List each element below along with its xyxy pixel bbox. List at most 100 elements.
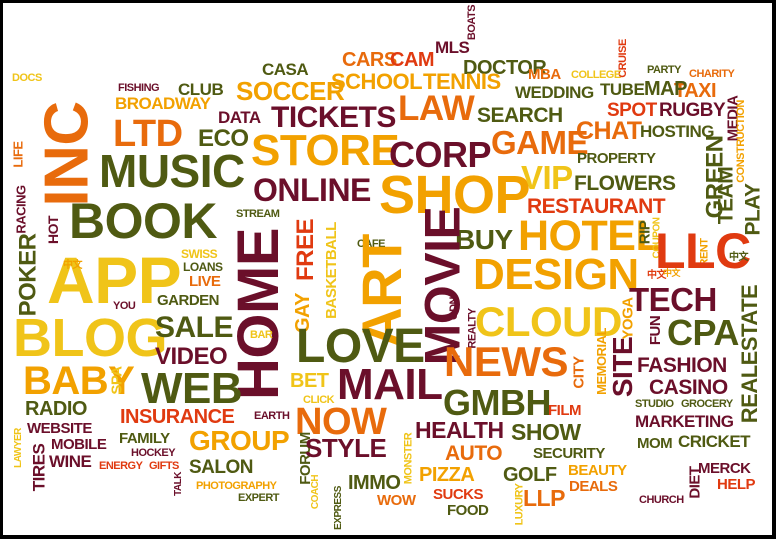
word-eco: ECO (198, 125, 249, 152)
word-marketing: MARKETING (635, 412, 734, 431)
word-store: STORE (251, 126, 400, 175)
word-health: HEALTH (415, 417, 504, 443)
word-tickets: TICKETS (271, 101, 396, 134)
word-spot: SPOT (607, 100, 657, 121)
word-film: FILM (548, 402, 582, 419)
word-city: CITY (570, 356, 588, 389)
word-wow: WOW (377, 492, 416, 509)
word-photography: PHOTOGRAPHY (196, 480, 277, 492)
word-party: PARTY (647, 64, 681, 76)
word-free: FREE (292, 218, 320, 282)
word-school: SCHOOL (331, 69, 423, 94)
word-hotel: HOTEL (518, 212, 662, 260)
word-app: APP (47, 243, 182, 317)
word-deals: DEALS (569, 478, 618, 495)
word-fishing: FISHING (118, 82, 160, 94)
word-inc: INC (32, 101, 102, 207)
word-game: GAME (491, 124, 589, 161)
word-vip: VIP (521, 159, 573, 196)
word-style: STYLE (305, 433, 387, 463)
word-golf: GOLF (503, 464, 557, 486)
word-yoga: YOGA (619, 297, 637, 340)
word-talk: TALK (172, 472, 184, 496)
word-mobile: MOBILE (51, 436, 107, 453)
word-club: CLUB (178, 80, 224, 99)
word-tires: TIRES (29, 443, 49, 492)
word-wedding: WEDDING (515, 83, 594, 102)
word-taxi: TAXI (674, 80, 717, 102)
word-site: SITE (607, 336, 639, 398)
word-corp: CORP (389, 134, 492, 175)
word-cloud: DOCS FISHING BROADWAY CLUB CASA CARS CAM… (3, 3, 772, 535)
word-casa: CASA (262, 60, 309, 79)
word-mba: MBA (528, 66, 561, 83)
word-mom: MOM (637, 435, 673, 452)
word-energy: ENERGY (99, 460, 143, 472)
word-fun: FUN (647, 315, 665, 346)
word-team: TEAM (714, 166, 738, 225)
word-construction: CONSTRUCTION (734, 100, 747, 183)
word-coach: COACH (310, 474, 322, 510)
word-immo: IMMO (348, 472, 401, 494)
word-spa: SPA (108, 366, 126, 395)
word-flowers: FLOWERS (574, 172, 676, 195)
word-news: NEWS (444, 338, 569, 385)
word-design: DESIGN (473, 250, 639, 299)
word-grocery: GROCERY (681, 398, 733, 410)
word-online: ONLINE (253, 172, 371, 208)
word-church: CHURCH (639, 494, 684, 506)
word-sale: SALE (155, 311, 234, 344)
word-chat: CHAT (576, 117, 642, 145)
word-group: GROUP (189, 425, 290, 456)
word-restaurant: RESTAURANT (527, 195, 666, 218)
word-cjk4: 中文 (663, 268, 681, 278)
word-hot: HOT (45, 215, 62, 245)
word-hockey: HOCKEY (131, 447, 176, 459)
word-bet: BET (290, 370, 329, 392)
word-cricket: CRICKET (678, 432, 751, 451)
word-now: NOW (295, 401, 387, 443)
word-express: EXPRESS (332, 486, 344, 530)
word-casino: CASINO (649, 376, 728, 399)
word-poker: POKER (14, 233, 42, 317)
word-radio: RADIO (25, 398, 87, 420)
word-charity: CHARITY (689, 68, 735, 80)
word-expert: EXPERT (238, 492, 280, 504)
word-live: LIVE (189, 273, 221, 290)
word-beauty: BEAUTY (568, 462, 627, 479)
word-bar: BAR (250, 329, 273, 341)
word-website: WEBSITE (27, 420, 92, 437)
word-tube: TUBE (600, 80, 645, 99)
word-docs: DOCS (12, 72, 42, 84)
word-llc: LLC (655, 223, 751, 279)
word-search: SEARCH (477, 104, 563, 127)
word-tech: TECH (629, 281, 717, 318)
word-broadway: BROADWAY (115, 94, 211, 113)
word-loans: LOANS (183, 260, 223, 274)
word-auto: AUTO (445, 442, 503, 465)
word-buy: BUY (455, 224, 513, 255)
word-gdn: GDN (447, 297, 460, 320)
word-boats: BOATS (466, 4, 479, 41)
word-shop: SHOP (379, 165, 531, 225)
word-lawyer: LAWYER (12, 428, 24, 468)
word-memorial: MEMORIAL (593, 328, 609, 395)
word-cam: CAM (390, 49, 435, 71)
word-monster: MONSTER (402, 432, 415, 485)
word-click: CLICK (303, 394, 335, 406)
word-cjk1: 中文 (63, 260, 83, 271)
word-security: SECURITY (533, 445, 605, 462)
word-you: YOU (113, 300, 136, 312)
word-blog: BLOG (13, 308, 168, 368)
word-college: COLLEGE (571, 69, 621, 81)
word-realestate: REALESTATE (737, 284, 763, 424)
word-map: MAP (644, 78, 687, 100)
word-diet: DIET (686, 466, 704, 499)
word-garden: GARDEN (157, 292, 220, 309)
word-mls: MLS (435, 38, 470, 57)
word-rip: RIP (636, 220, 654, 245)
word-cjk2: 中文 (647, 270, 667, 281)
word-stream: STREAM (236, 208, 280, 220)
word-fashion: FASHION (637, 354, 727, 377)
word-gifts: GIFTS (149, 460, 179, 472)
